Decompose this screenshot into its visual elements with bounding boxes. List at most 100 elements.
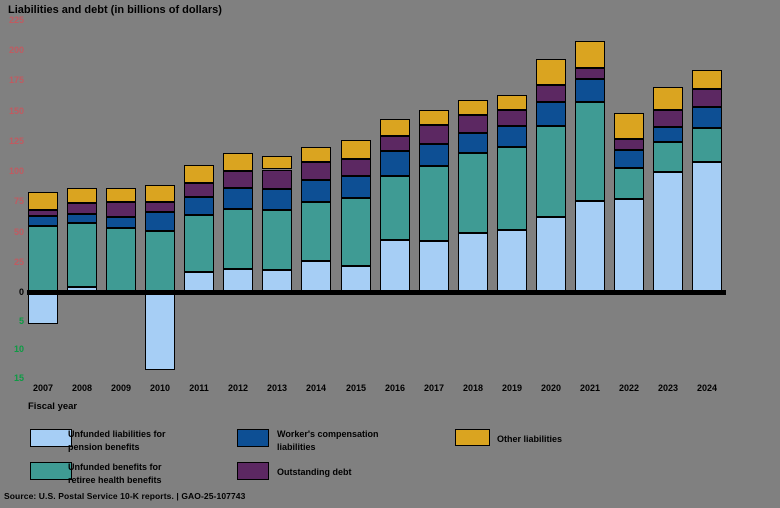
y-axis-tick-125: 125: [8, 135, 24, 146]
bar-2024-segment-other: [692, 69, 722, 90]
y-axis-tick-150: 150: [8, 105, 24, 116]
bar-2010-segment-outstanding_debt: [145, 201, 175, 212]
bar-2023-segment-other: [653, 86, 683, 111]
bar-2007-segment-workers_comp: [28, 216, 58, 226]
bar-2023-segment-retiree_health: [653, 142, 683, 172]
bar-2020-segment-other: [536, 59, 566, 85]
bar-2010-segment-workers_comp: [145, 211, 175, 231]
bar-2020-segment-pension: [536, 217, 566, 291]
bar-2012-segment-other: [223, 152, 253, 171]
y-axis-tick-neg-5: 5: [18, 315, 24, 326]
legend-swatch-pension: [30, 429, 72, 447]
source-note: Source: U.S. Postal Service 10-K reports…: [4, 491, 246, 501]
bar-2009-segment-workers_comp: [106, 216, 136, 229]
legend-label-retiree-health: Unfunded benefits for retiree health bene…: [68, 462, 162, 485]
x-axis-tick-2009: 2009: [110, 383, 132, 393]
bar-2015-segment-outstanding_debt: [341, 158, 371, 177]
bar-2011-segment-other: [184, 165, 214, 184]
bar-2010-segment-retiree_health: [145, 230, 175, 291]
bar-2007-segment-retiree_health: [28, 225, 58, 291]
bar-2022-segment-pension: [614, 198, 644, 291]
x-axis-tick-2012: 2012: [227, 383, 249, 393]
x-axis-tick-2014: 2014: [305, 383, 327, 393]
bar-2018-segment-retiree_health: [458, 152, 488, 233]
legend-label-pension: Unfunded liabilities for pension benefits: [68, 429, 166, 452]
bar-2013-segment-other: [262, 155, 292, 170]
bar-2011-segment-workers_comp: [184, 197, 214, 216]
y-axis-tick-0: 0: [18, 287, 24, 297]
bar-2008-segment-workers_comp: [67, 213, 97, 224]
bar-2012-segment-workers_comp: [223, 188, 253, 210]
x-axis-tick-2008: 2008: [71, 383, 93, 393]
bar-2016-segment-outstanding_debt: [380, 135, 410, 152]
bar-2009-segment-outstanding_debt: [106, 202, 136, 217]
x-axis-tick-2013: 2013: [266, 383, 288, 393]
bar-2024-segment-outstanding_debt: [692, 89, 722, 107]
bar-2014-segment-retiree_health: [301, 202, 331, 262]
x-axis-tick-2024: 2024: [696, 383, 718, 393]
bar-2014-segment-pension: [301, 261, 331, 291]
bar-2016-segment-workers_comp: [380, 151, 410, 177]
chart-title: Liabilities and debt (in billions of dol…: [8, 4, 222, 16]
legend-swatch-other: [455, 429, 490, 446]
bar-2018-segment-other: [458, 99, 488, 116]
y-axis-tick-100: 100: [8, 166, 24, 177]
bar-2011-segment-retiree_health: [184, 215, 214, 272]
bar-2023-segment-pension: [653, 171, 683, 291]
bar-2011-segment-pension: [184, 271, 214, 291]
bar-2019-segment-other: [497, 94, 527, 111]
bar-2015-segment-workers_comp: [341, 176, 371, 198]
bar-2015-segment-retiree_health: [341, 197, 371, 266]
bar-2013-segment-pension: [262, 269, 292, 291]
bar-2024-segment-workers_comp: [692, 106, 722, 129]
bar-2012-segment-pension: [223, 269, 253, 291]
bar-2022-segment-retiree_health: [614, 168, 644, 199]
bar-2014-segment-outstanding_debt: [301, 161, 331, 180]
x-axis-tick-2018: 2018: [462, 383, 484, 393]
legend-swatch-workers-comp: [237, 429, 269, 447]
bar-2019-segment-pension: [497, 229, 527, 291]
bar-2022-segment-other: [614, 113, 644, 139]
bar-2018-segment-outstanding_debt: [458, 115, 488, 134]
legend-swatch-retiree-health: [30, 462, 72, 480]
y-axis-tick-25: 25: [13, 256, 24, 267]
bar-2023-segment-outstanding_debt: [653, 110, 683, 128]
bar-2018-segment-workers_comp: [458, 133, 488, 153]
bar-2022-segment-workers_comp: [614, 149, 644, 169]
bar-2014-segment-other: [301, 146, 331, 162]
x-axis-tick-2020: 2020: [540, 383, 562, 393]
y-axis-tick-225: 225: [8, 14, 24, 25]
bar-2024-segment-pension: [692, 162, 722, 291]
x-axis-tick-2015: 2015: [345, 383, 367, 393]
bar-2017-segment-workers_comp: [419, 143, 449, 166]
bar-2008-segment-outstanding_debt: [67, 203, 97, 214]
x-axis-tick-2019: 2019: [501, 383, 523, 393]
bar-2007-segment-outstanding_debt: [28, 210, 58, 217]
bar-2012-segment-retiree_health: [223, 209, 253, 270]
bar-2023-segment-workers_comp: [653, 127, 683, 143]
x-axis-tick-2010: 2010: [149, 383, 171, 393]
bar-2021-segment-workers_comp: [575, 78, 605, 102]
bar-2007-segment-pension-surplus: [28, 293, 58, 325]
bar-2009-segment-other: [106, 187, 136, 203]
bar-2013-segment-retiree_health: [262, 210, 292, 270]
bar-2017-segment-retiree_health: [419, 165, 449, 242]
x-axis-tick-2021: 2021: [579, 383, 601, 393]
bar-2010-segment-other: [145, 184, 175, 202]
bar-2019-segment-workers_comp: [497, 125, 527, 147]
y-axis-tick-neg-15: 15: [13, 372, 24, 383]
bar-2015-segment-pension: [341, 265, 371, 291]
bar-2019-segment-outstanding_debt: [497, 110, 527, 126]
x-axis-tick-2022: 2022: [618, 383, 640, 393]
bar-2017-segment-outstanding_debt: [419, 124, 449, 144]
bar-2017-segment-pension: [419, 241, 449, 291]
y-axis-tick-175: 175: [8, 75, 24, 86]
y-axis-tick-neg-10: 10: [13, 344, 24, 354]
bar-2022-segment-outstanding_debt: [614, 138, 644, 150]
bar-2016-segment-other: [380, 118, 410, 136]
x-axis-tick-2007: 2007: [32, 383, 54, 393]
bar-2020-segment-retiree_health: [536, 125, 566, 218]
bar-2017-segment-other: [419, 109, 449, 125]
x-axis-tick-2011: 2011: [189, 383, 209, 393]
